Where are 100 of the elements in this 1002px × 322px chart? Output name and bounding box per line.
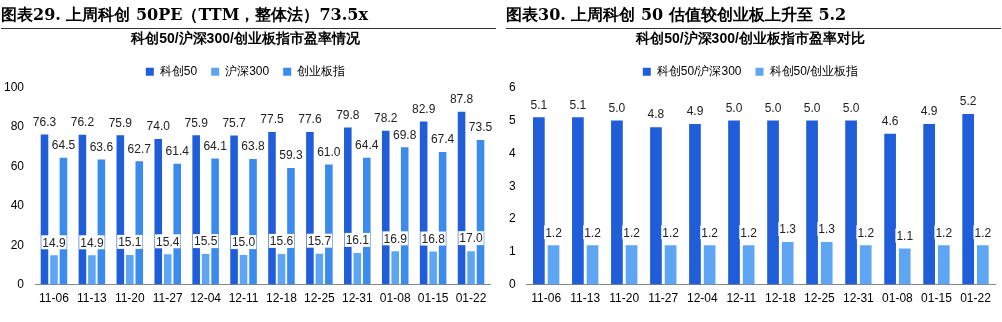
bar (767, 120, 779, 285)
bar (625, 245, 638, 285)
x-tick-label: 11-13 (76, 291, 108, 306)
data-label: 1.2 (545, 225, 563, 240)
data-label: 59.3 (279, 148, 303, 163)
bar (547, 245, 560, 285)
data-label: 14.9 (42, 235, 66, 250)
x-tick-label: 01-08 (379, 291, 411, 306)
data-label: 5.0 (764, 100, 782, 115)
data-label: 1.3 (779, 222, 797, 237)
bar (898, 248, 911, 285)
bar (429, 251, 437, 285)
chart-subtitle: 科创50/沪深300/创业板指市盈率情况 (130, 30, 361, 47)
x-tick-label: 11-27 (152, 291, 183, 306)
data-label: 67.4 (430, 132, 455, 147)
y-tick-label: 100 (3, 80, 25, 95)
legend-label: 科创50/创业板指 (769, 64, 859, 79)
x-tick-label: 12-31 (843, 291, 875, 306)
chart-subtitle: 科创50/沪深300/创业板指市盈率对比 (635, 30, 865, 47)
y-tick-label: 40 (10, 198, 25, 213)
bar (611, 120, 623, 285)
y-tick-label: 80 (10, 119, 25, 134)
y-tick-label: 60 (10, 158, 25, 173)
y-tick-label: 20 (10, 237, 25, 252)
data-label: 75.7 (222, 115, 247, 130)
data-label: 4.6 (881, 114, 899, 129)
legend-label: 沪深300 (225, 64, 270, 79)
legend-label: 科创50/沪深300 (656, 64, 742, 79)
data-label: 14.9 (80, 235, 104, 250)
y-tick-label: 5 (508, 112, 516, 127)
data-label: 64.4 (355, 138, 379, 153)
data-label: 64.5 (51, 137, 76, 152)
data-label: 63.6 (89, 139, 114, 154)
x-tick-label: 11-06 (39, 291, 70, 306)
bar (689, 123, 701, 285)
bar (884, 133, 896, 285)
data-label: 5.1 (569, 97, 587, 112)
bar (806, 120, 818, 285)
data-label: 4.9 (686, 104, 704, 119)
bar (703, 245, 716, 285)
bar (163, 254, 172, 285)
bar (781, 241, 794, 285)
data-label: 77.5 (260, 112, 284, 127)
chart-title: 图表30. 上周科创 50 估值较创业板上升至 5.2 (506, 2, 1001, 29)
data-label: 87.8 (449, 92, 474, 107)
bar (845, 120, 857, 285)
data-label: 62.7 (127, 141, 152, 156)
data-label: 1.3 (818, 222, 836, 237)
y-tick-label: 4 (508, 145, 516, 160)
data-label: 79.8 (336, 107, 360, 122)
y-tick-label: 0 (508, 276, 516, 291)
data-label: 61.0 (317, 144, 341, 159)
data-label: 5.1 (530, 97, 548, 112)
bar (820, 241, 833, 285)
data-label: 5.0 (608, 100, 626, 115)
x-tick-label: 12-04 (190, 291, 222, 306)
chart-title: 图表29. 上周科创 50PE（TTM，整体法）73.5x (1, 2, 496, 29)
data-label: 17.0 (459, 231, 484, 246)
y-tick-label: 3 (508, 178, 516, 193)
bar (239, 255, 248, 285)
data-label: 75.9 (108, 115, 133, 130)
bar (88, 255, 96, 285)
x-tick-label: 11-06 (531, 291, 562, 306)
bar (937, 245, 950, 285)
data-label: 16.9 (383, 231, 408, 246)
data-label: 82.9 (411, 101, 436, 116)
x-tick-label: 11-20 (609, 291, 640, 306)
data-label: 74.0 (146, 119, 171, 134)
data-label: 15.4 (156, 234, 180, 249)
x-tick-label: 11-13 (570, 291, 601, 306)
x-tick-label: 01-15 (417, 291, 449, 306)
bar (533, 117, 545, 285)
bar (728, 120, 740, 285)
x-tick-label: 01-08 (882, 291, 914, 306)
x-tick-label: 01-22 (960, 291, 992, 306)
legend-label: 科创50 (159, 64, 198, 79)
y-tick-label: 1 (508, 244, 516, 259)
data-label: 15.0 (231, 235, 256, 250)
bar (923, 123, 935, 285)
bar (859, 245, 872, 285)
bar (586, 245, 599, 285)
bar (664, 245, 677, 285)
data-label: 5.0 (842, 100, 860, 115)
bar (50, 255, 58, 285)
x-tick-label: 12-18 (266, 291, 298, 306)
data-label: 16.8 (421, 231, 446, 246)
data-label: 4.8 (647, 107, 665, 122)
data-label: 76.3 (32, 114, 57, 129)
data-label: 1.2 (623, 225, 641, 240)
x-tick-label: 11-20 (114, 291, 146, 306)
x-tick-label: 12-11 (228, 291, 259, 306)
bar (353, 252, 362, 285)
bar (962, 114, 975, 285)
data-label: 1.2 (740, 225, 758, 240)
data-label: 15.1 (118, 235, 142, 250)
bar (650, 127, 662, 285)
data-label: 75.9 (184, 115, 209, 130)
data-label: 76.2 (70, 114, 95, 129)
bar (391, 251, 399, 285)
bar (126, 254, 134, 285)
